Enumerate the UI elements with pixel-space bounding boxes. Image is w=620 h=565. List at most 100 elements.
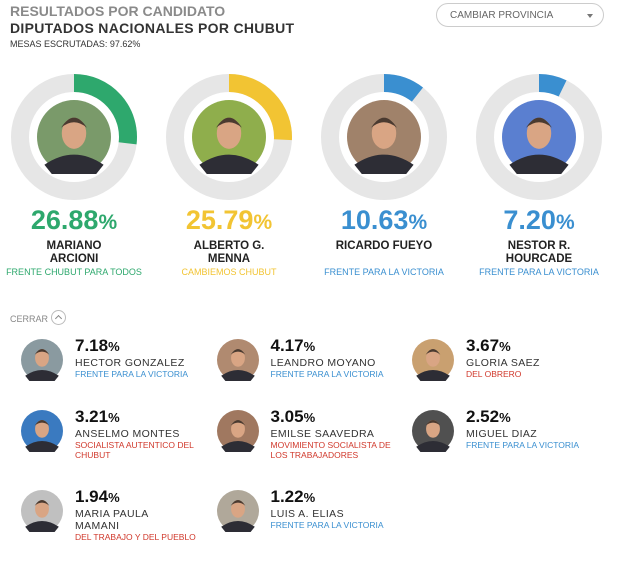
candidate-item: 7.18% HECTOR GONZALEZ FRENTE PARA LA VICTO… xyxy=(20,336,210,408)
candidate-name: LUIS A. ELIAS xyxy=(270,508,344,520)
photo-head xyxy=(371,117,397,149)
photo-head xyxy=(216,117,242,149)
percent-unit: % xyxy=(108,339,120,354)
candidate-percent: 3.05% xyxy=(271,407,401,427)
dropdown-caret xyxy=(587,14,593,18)
photo-head xyxy=(230,500,245,518)
candidate-text: 2.52% MIGUEL DIAZ FRENTE PARA LA VICTORIA xyxy=(466,407,596,450)
photo-head xyxy=(426,420,440,438)
percent-value: 2.52 xyxy=(466,407,500,426)
percent-value: 3.67 xyxy=(466,336,500,355)
candidate-name: MARIA PAULA MAMANI xyxy=(75,508,149,532)
candidate-party: FRENTE PARA LA VICTORIA xyxy=(466,440,580,450)
collapse-button[interactable] xyxy=(51,310,66,325)
candidate-photo xyxy=(216,339,259,381)
candidate-photo xyxy=(21,339,63,381)
candidate-summary: 25.79% ALBERTO G. MENNA CAMBIEMOS CHUBUT xyxy=(154,205,304,277)
candidate-item: 2.52% MIGUEL DIAZ FRENTE PARA LA VICTORIA xyxy=(411,407,601,479)
candidate-percent: 1.22% xyxy=(271,487,401,507)
candidate-photo xyxy=(21,490,63,532)
photo-body xyxy=(25,440,59,452)
percent-value: 1.22 xyxy=(270,487,304,506)
candidate-summary: 26.88% MARIANO ARCIONI FRENTE CHUBUT PARA … xyxy=(0,205,149,277)
donut-arc xyxy=(228,74,292,141)
candidate-name: ANSELMO MONTES xyxy=(75,428,180,440)
percent-unit: % xyxy=(108,410,120,425)
candidate-party: FRENTE PARA LA VICTORIA xyxy=(324,267,444,277)
photo-hair xyxy=(230,419,245,426)
percent-value: 3.05 xyxy=(270,407,304,426)
photo-body xyxy=(44,154,104,174)
candidate-party: SOCIALISTA AUTENTICO DEL CHUBUT xyxy=(75,440,194,460)
candidate-party: CAMBIEMOS CHUBUT xyxy=(181,267,277,277)
percent-unit: % xyxy=(303,339,316,354)
candidate-item: 3.05% EMILSE SAAVEDRA MOVIMIENTO SOCIALIST… xyxy=(216,407,406,479)
percent-value: 7.18 xyxy=(75,336,109,355)
province-dropdown[interactable]: CAMBIAR PROVINCIA xyxy=(436,3,604,27)
photo-hair xyxy=(371,117,397,128)
photo-head xyxy=(35,349,49,367)
percent-unit: % xyxy=(253,211,273,234)
candidate-text: 3.21% ANSELMO MONTES SOCIALISTA AUTENTICO … xyxy=(75,407,205,460)
percent-unit: % xyxy=(499,410,511,425)
donut-arc xyxy=(383,74,424,102)
photo-hair xyxy=(216,117,242,128)
page-subtitle: DIPUTADOS NACIONALES POR CHUBUT xyxy=(10,20,295,36)
photo-body xyxy=(220,369,255,381)
percent-value: 26.88 xyxy=(30,205,99,235)
candidate-party: MOVIMIENTO SOCIALISTA DE LOS TRABAJADORE… xyxy=(270,440,391,460)
percent-unit: % xyxy=(555,211,575,234)
photo-hair xyxy=(425,419,441,426)
candidate-photo xyxy=(216,490,259,532)
percent-value: 10.63 xyxy=(340,205,409,235)
photo-hair xyxy=(34,348,50,355)
percent-unit: % xyxy=(303,490,316,505)
photo-head xyxy=(61,117,87,149)
photo-hair xyxy=(230,499,245,506)
candidate-party: DEL OBRERO xyxy=(466,369,522,379)
collapse-label[interactable]: CERRAR xyxy=(10,314,49,324)
candidate-percent: 4.17% xyxy=(271,336,401,356)
photo-head xyxy=(230,349,245,367)
candidate-name: MARIANO ARCIONI xyxy=(46,240,102,265)
photo-hair xyxy=(425,348,441,355)
photo-body xyxy=(509,154,569,174)
candidate-name: NESTOR R. HOURCADE xyxy=(505,240,573,265)
photo-head xyxy=(230,420,245,438)
candidate-photo xyxy=(21,410,63,452)
photo-body xyxy=(25,520,59,532)
candidate-text: 4.17% LEANDRO MOYANO FRENTE PARA LA VICTOR… xyxy=(271,336,401,379)
photo-body xyxy=(199,154,259,174)
photo-hair xyxy=(230,348,245,355)
dropdown-label: CAMBIAR PROVINCIA xyxy=(450,10,554,21)
photo-head xyxy=(35,420,49,438)
photo-head xyxy=(35,500,49,518)
photo-body xyxy=(416,440,450,452)
candidate-text: 1.94% MARIA PAULA MAMANI DEL TRABAJO Y DEL… xyxy=(75,487,205,542)
candidate-summary: 7.20% NESTOR R. HOURCADE FRENTE PARA LA VI… xyxy=(464,205,614,277)
photo-hair xyxy=(526,117,552,128)
candidate-percent: 1.94% xyxy=(75,487,205,507)
photo-body xyxy=(25,369,59,381)
candidate-name: LEANDRO MOYANO xyxy=(270,357,376,369)
candidate-item: 3.67% GLORIA SAEZ DEL OBRERO xyxy=(411,336,601,408)
photo-hair xyxy=(61,117,87,128)
percent-unit: % xyxy=(499,339,511,354)
candidate-party: FRENTE CHUBUT PARA TODOS xyxy=(6,267,142,277)
photo-body xyxy=(416,369,450,381)
photo-hair xyxy=(34,419,50,426)
candidate-party: DEL TRABAJO Y DEL PUEBLO xyxy=(75,532,196,542)
percent-value: 1.94 xyxy=(75,487,109,506)
percent-value: 4.17 xyxy=(270,336,304,355)
candidate-percent: 26.88% xyxy=(0,205,149,236)
candidate-name: GLORIA SAEZ xyxy=(466,357,540,369)
candidate-party: FRENTE PARA LA VICTORIA xyxy=(270,520,384,530)
candidate-party: FRENTE PARA LA VICTORIA xyxy=(270,369,384,379)
candidate-photo xyxy=(412,410,454,452)
candidate-photo xyxy=(216,410,259,452)
percent-value: 3.21 xyxy=(75,407,109,426)
photo-head xyxy=(426,349,440,367)
page-title: RESULTADOS POR CANDIDATO xyxy=(10,3,226,19)
candidate-item: 4.17% LEANDRO MOYANO FRENTE PARA LA VICTOR… xyxy=(216,336,406,408)
